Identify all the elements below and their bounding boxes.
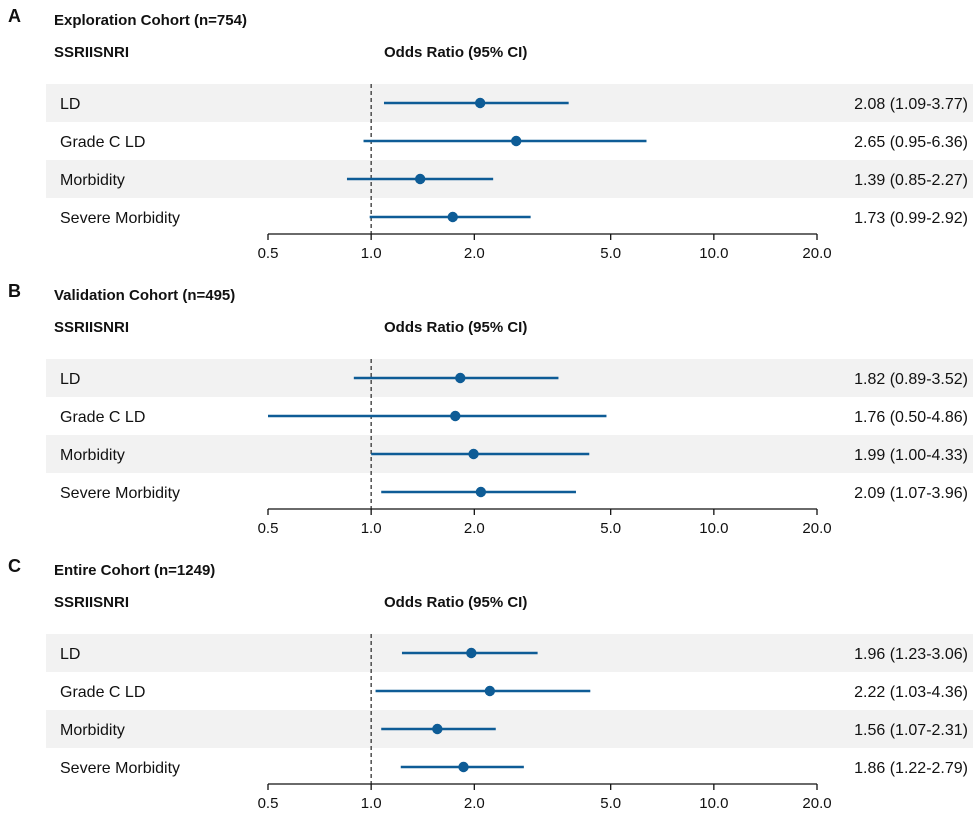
or-point [458, 761, 469, 773]
x-tick-label: 10.0 [699, 795, 728, 812]
row-label: Severe Morbidity [60, 485, 180, 502]
or-point [447, 211, 458, 223]
ci-text: 2.22 (1.03-4.36) [854, 684, 968, 701]
or-point [468, 448, 479, 460]
panel-a: A Exploration Cohort (n=754) SSRIISNRI O… [0, 0, 975, 275]
ci-text: 1.73 (0.99-2.92) [854, 210, 968, 227]
or-point [475, 486, 487, 498]
x-tick-label: 20.0 [802, 795, 831, 812]
or-point [432, 723, 443, 735]
or-point [414, 173, 426, 185]
panel-title: Entire Cohort (n=1249) [54, 562, 216, 579]
row-stripe [46, 160, 973, 198]
x-tick-label: 5.0 [600, 245, 621, 262]
panel-title: Exploration Cohort (n=754) [54, 12, 247, 29]
row-label: Grade C LD [60, 409, 145, 426]
row-label: Severe Morbidity [60, 760, 180, 777]
row-label: LD [60, 96, 80, 113]
or-point [450, 410, 461, 422]
or-point [510, 135, 522, 147]
forest-plot-b: LD 1.82 (0.89-3.52) Grade C LD 1.76 (0.50-4… [46, 359, 973, 537]
ci-text: 1.96 (1.23-3.06) [854, 646, 968, 663]
x-tick-label: 1.0 [361, 795, 382, 812]
ci-text: 1.99 (1.00-4.33) [854, 447, 968, 464]
panel-letter: A [8, 6, 21, 26]
x-tick-label: 5.0 [600, 795, 621, 812]
row-label: Severe Morbidity [60, 210, 180, 227]
row-label: Morbidity [60, 722, 125, 739]
x-tick-label: 2.0 [464, 245, 485, 262]
panel-title: Validation Cohort (n=495) [54, 287, 236, 304]
ci-text: 1.39 (0.85-2.27) [854, 172, 968, 189]
panel-c: C Entire Cohort (n=1249) SSRIISNRI Odds … [0, 550, 975, 825]
ci-text: 1.56 (1.07-2.31) [854, 722, 968, 739]
forest-plot-a: LD 2.08 (1.09-3.77) Grade C LD 2.65 (0.95-6… [46, 84, 973, 262]
ci-text: 1.76 (0.50-4.86) [854, 409, 968, 426]
x-tick-label: 1.0 [361, 245, 382, 262]
or-point [455, 372, 466, 384]
x-tick-label: 10.0 [699, 520, 728, 537]
row-label: LD [60, 646, 80, 663]
ci-text: 1.82 (0.89-3.52) [854, 371, 968, 388]
ci-text: 2.65 (0.95-6.36) [854, 134, 968, 151]
ci-text: 2.08 (1.09-3.77) [854, 96, 968, 113]
group-column-header: SSRIISNRI [54, 319, 130, 336]
row-label: Morbidity [60, 447, 125, 464]
panel-letter: B [8, 281, 21, 301]
x-tick-label: 20.0 [802, 520, 831, 537]
ci-text: 2.09 (1.07-3.96) [854, 485, 968, 502]
panel-letter: C [8, 556, 21, 576]
odds-ratio-header: Odds Ratio (95% CI) [384, 594, 528, 611]
x-tick-label: 10.0 [699, 245, 728, 262]
ci-text: 1.86 (1.22-2.79) [854, 760, 968, 777]
x-tick-label: 5.0 [600, 520, 621, 537]
or-point [474, 97, 486, 109]
odds-ratio-header: Odds Ratio (95% CI) [384, 319, 528, 336]
group-column-header: SSRIISNRI [54, 594, 130, 611]
x-tick-label: 0.5 [258, 245, 279, 262]
row-stripe [46, 710, 973, 748]
row-label: Grade C LD [60, 134, 145, 151]
group-column-header: SSRIISNRI [54, 44, 130, 61]
x-tick-label: 20.0 [802, 245, 831, 262]
row-label: Grade C LD [60, 684, 145, 701]
forest-plot-c: LD 1.96 (1.23-3.06) Grade C LD 2.22 (1.03-4… [46, 634, 973, 812]
x-tick-label: 0.5 [258, 520, 279, 537]
odds-ratio-header: Odds Ratio (95% CI) [384, 44, 528, 61]
row-label: Morbidity [60, 172, 125, 189]
panel-b: B Validation Cohort (n=495) SSRIISNRI Od… [0, 275, 975, 550]
or-point [484, 685, 496, 697]
or-point [466, 647, 477, 659]
row-label: LD [60, 371, 80, 388]
x-tick-label: 2.0 [464, 520, 485, 537]
x-tick-label: 0.5 [258, 795, 279, 812]
x-tick-label: 2.0 [464, 795, 485, 812]
x-tick-label: 1.0 [361, 520, 382, 537]
